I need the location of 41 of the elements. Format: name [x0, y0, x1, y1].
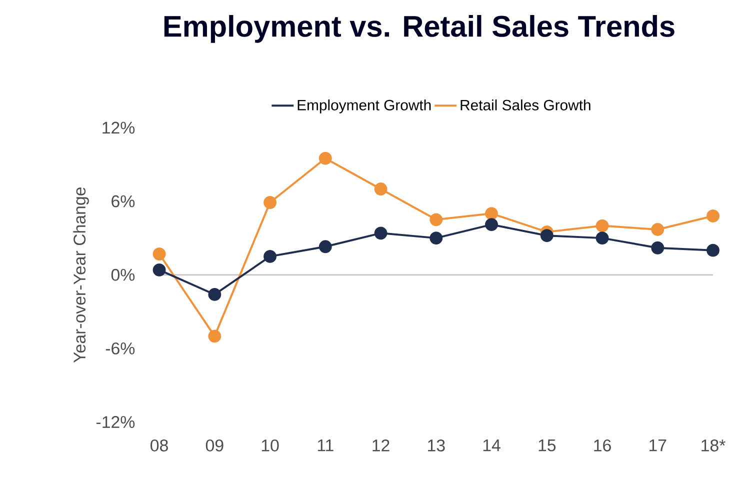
point — [208, 330, 222, 343]
point — [430, 213, 443, 226]
point — [596, 232, 609, 245]
point — [430, 232, 443, 245]
x-tick-label: 14 — [483, 440, 500, 452]
point — [152, 264, 166, 276]
legend-label: Employment Growth — [298, 100, 431, 114]
point — [318, 152, 332, 165]
point — [706, 244, 720, 257]
x-tick-label: 12 — [372, 440, 390, 452]
y-axis-title: Year-over-Year Change — [73, 188, 89, 363]
x-tick-label: 13 — [428, 440, 445, 452]
point — [264, 196, 276, 210]
point — [651, 241, 664, 254]
point — [706, 210, 720, 223]
point — [264, 250, 276, 263]
point — [540, 229, 554, 242]
y-tick-label: -6% — [106, 342, 135, 354]
chart-title: Employment vs. Retail Sales Trends — [164, 15, 674, 43]
point — [374, 182, 388, 196]
point — [208, 288, 222, 302]
point — [485, 207, 498, 220]
x-tick-label: 15 — [538, 440, 556, 452]
x-tick-label: 08 — [150, 440, 168, 452]
y-tick-label: -12% — [96, 416, 135, 428]
x-tick-label: 11 — [318, 440, 334, 452]
x-tick-label: 16 — [594, 440, 611, 452]
point — [152, 248, 166, 261]
y-tick-label: 6% — [112, 195, 135, 208]
point — [318, 240, 332, 254]
x-tick-label: 17 — [650, 440, 666, 452]
point — [651, 223, 664, 236]
y-tick-label: 12% — [102, 122, 135, 134]
x-tick-label: 10 — [262, 440, 279, 452]
x-tick-label: 18* — [702, 440, 726, 452]
legend-label: Retail Sales Growth — [460, 100, 590, 110]
y-tick-label: 0% — [111, 268, 135, 281]
x-tick-label: 09 — [206, 440, 224, 452]
point — [374, 226, 388, 240]
point — [485, 218, 498, 232]
point — [596, 219, 609, 232]
